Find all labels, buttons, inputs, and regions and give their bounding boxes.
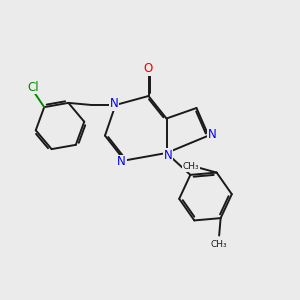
Text: N: N — [208, 128, 217, 141]
Text: N: N — [117, 155, 126, 169]
Text: O: O — [144, 61, 153, 75]
Text: CH₃: CH₃ — [182, 162, 199, 171]
Text: Cl: Cl — [28, 81, 40, 94]
Text: CH₃: CH₃ — [211, 240, 227, 249]
Text: N: N — [164, 149, 172, 162]
Text: N: N — [110, 97, 118, 110]
